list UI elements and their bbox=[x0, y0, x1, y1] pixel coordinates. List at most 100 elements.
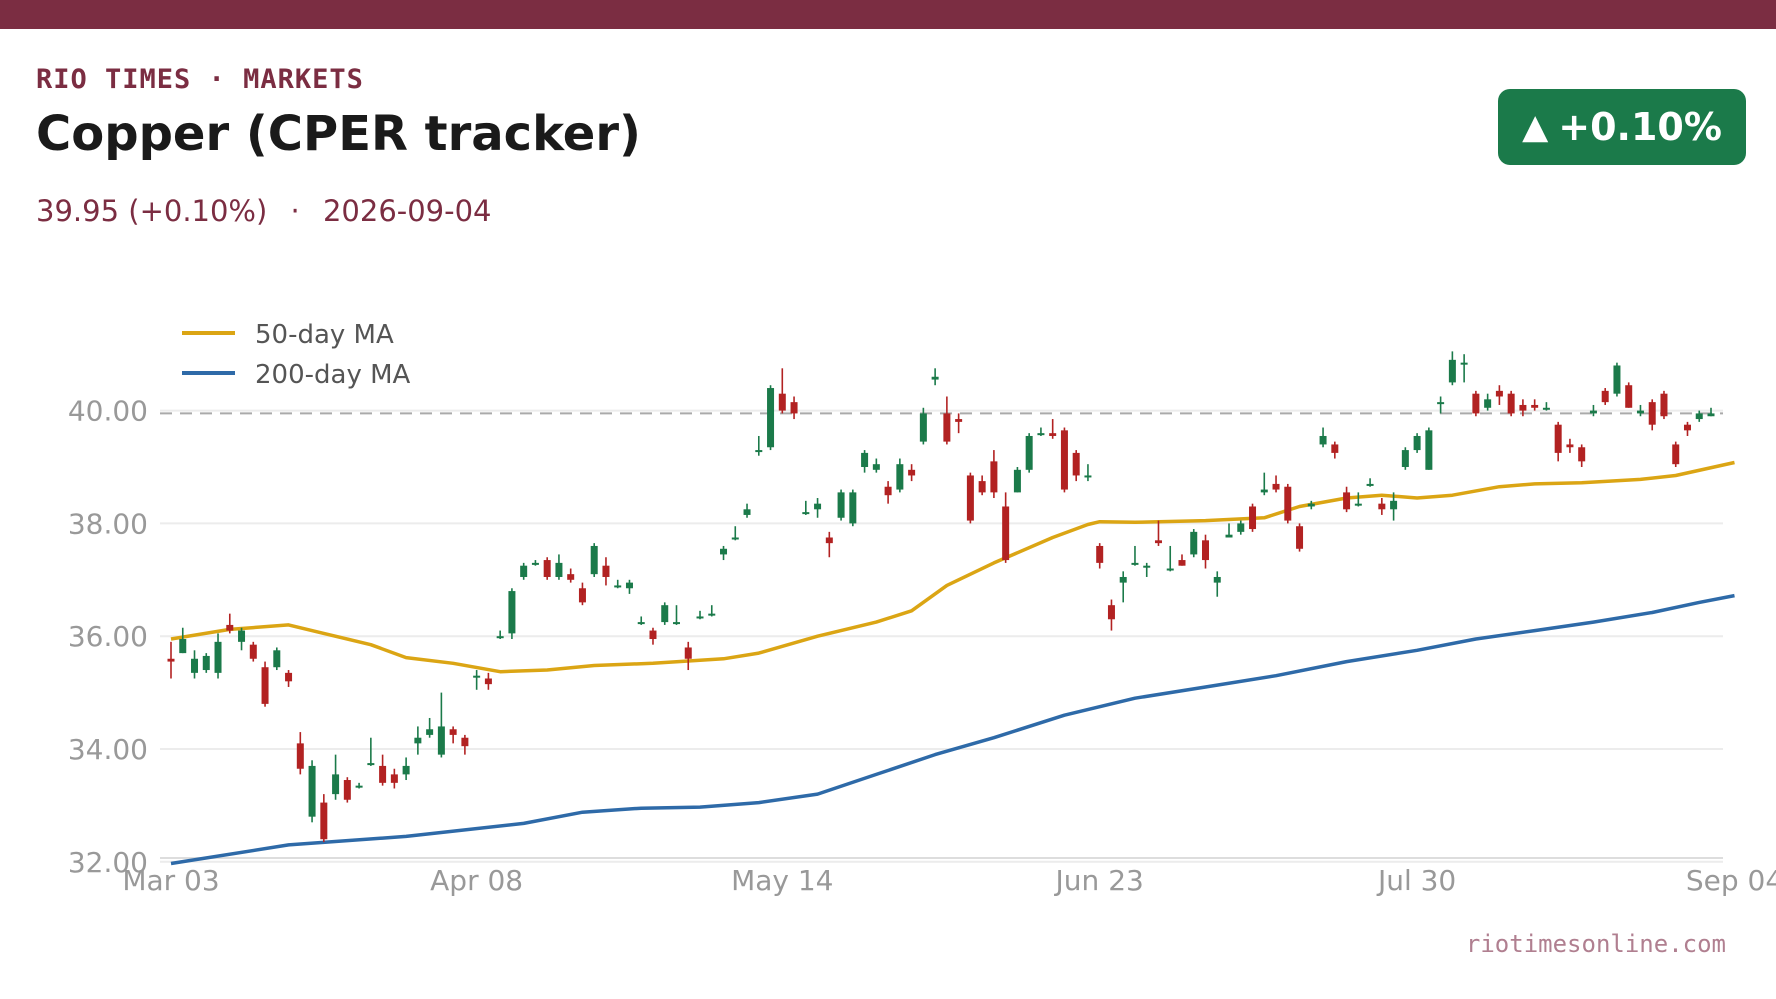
candle-body bbox=[1237, 523, 1245, 532]
candle-body bbox=[426, 729, 434, 735]
candle-body bbox=[672, 622, 680, 625]
candle-body bbox=[402, 765, 410, 775]
candle-body bbox=[1660, 393, 1668, 417]
candle-body bbox=[273, 650, 281, 668]
price-date: 2026-09-04 bbox=[322, 194, 492, 228]
candle-body bbox=[496, 636, 504, 639]
candle-body bbox=[684, 647, 692, 659]
candle-body bbox=[1154, 540, 1162, 544]
candle-body bbox=[296, 743, 304, 769]
candle-body bbox=[790, 402, 798, 414]
candle-body bbox=[484, 678, 492, 685]
candle-body bbox=[473, 675, 481, 678]
candle-body bbox=[1213, 576, 1221, 583]
candle-body bbox=[343, 780, 351, 800]
candle-body bbox=[696, 616, 704, 619]
y-tick-label: 34.00 bbox=[68, 733, 148, 766]
y-tick-label: 36.00 bbox=[68, 620, 148, 653]
candle-body bbox=[1178, 560, 1186, 566]
up-arrow-icon: ▲ bbox=[1522, 107, 1549, 147]
candle-body bbox=[567, 574, 575, 580]
x-tick-label: Apr 08 bbox=[430, 864, 523, 897]
candle-body bbox=[625, 582, 633, 589]
candle-body bbox=[414, 737, 422, 744]
candle-body bbox=[1683, 424, 1691, 431]
candle-body bbox=[1096, 545, 1104, 563]
candle-body bbox=[955, 419, 963, 422]
candle-body bbox=[872, 464, 880, 470]
candle-body bbox=[390, 774, 398, 783]
candle-body bbox=[249, 644, 257, 659]
candle-body bbox=[1307, 503, 1315, 507]
candle-body bbox=[731, 537, 739, 540]
candle-body bbox=[1331, 444, 1339, 453]
candle-body bbox=[1613, 365, 1621, 394]
candle-body bbox=[167, 658, 175, 662]
candle-body bbox=[1589, 410, 1597, 414]
candle-body bbox=[543, 560, 551, 577]
candle-body bbox=[908, 469, 916, 476]
candle-body bbox=[1296, 526, 1304, 549]
candle-body bbox=[1472, 393, 1480, 414]
candle-body bbox=[1343, 492, 1351, 510]
candle-body bbox=[1272, 483, 1280, 490]
legend-label: 50-day MA bbox=[255, 320, 394, 350]
change-badge: ▲ +0.10% bbox=[1498, 89, 1746, 165]
candle-body bbox=[1202, 540, 1210, 561]
candle-body bbox=[943, 413, 951, 442]
candle-body bbox=[1413, 435, 1421, 451]
candle-body bbox=[191, 658, 199, 673]
y-tick-label: 40.00 bbox=[68, 395, 148, 428]
candle-body bbox=[1260, 489, 1268, 493]
subtitle-separator: · bbox=[290, 194, 300, 228]
candle-body bbox=[1190, 531, 1198, 555]
candle-body bbox=[1448, 359, 1456, 383]
ma200-line bbox=[170, 593, 1735, 866]
candle-body bbox=[884, 486, 892, 496]
x-tick-label: Mar 03 bbox=[122, 864, 219, 897]
candle-body bbox=[1225, 534, 1233, 538]
ma50-line bbox=[170, 460, 1735, 674]
candle-body bbox=[285, 672, 293, 682]
candle-body bbox=[355, 785, 363, 788]
candle-body bbox=[1531, 404, 1539, 408]
candle-body bbox=[1672, 444, 1680, 465]
candle-body bbox=[179, 639, 187, 654]
candle-body bbox=[1460, 362, 1468, 365]
candle-body bbox=[308, 765, 316, 817]
x-tick-label: May 14 bbox=[731, 864, 833, 897]
candle-body bbox=[367, 763, 375, 766]
candle-body bbox=[1049, 433, 1057, 436]
change-badge-label: +0.10% bbox=[1558, 105, 1722, 149]
candle-body bbox=[214, 641, 222, 673]
candle-body bbox=[1354, 503, 1362, 506]
candle-body bbox=[520, 565, 528, 577]
candle-body bbox=[1143, 565, 1151, 568]
candle-body bbox=[1166, 568, 1174, 571]
source-credit: riotimesonline.com bbox=[1465, 930, 1726, 958]
candle-body bbox=[461, 737, 469, 747]
candle-body bbox=[1648, 402, 1656, 425]
candle-body bbox=[1507, 393, 1515, 414]
x-tick-label: Jul 30 bbox=[1376, 864, 1456, 897]
y-tick-label: 32.00 bbox=[68, 846, 148, 879]
candle-body bbox=[226, 624, 234, 631]
candle-body bbox=[978, 481, 986, 493]
price-change: (+0.10%) bbox=[128, 194, 268, 228]
candle-body bbox=[661, 605, 669, 623]
candle-body bbox=[590, 545, 598, 575]
candle-body bbox=[1249, 506, 1257, 530]
candle-body bbox=[1636, 410, 1644, 414]
candle-body bbox=[1131, 562, 1139, 565]
candle-body bbox=[531, 562, 539, 565]
price-subtitle: 39.95 (+0.10%) · 2026-09-04 bbox=[36, 194, 492, 228]
candle-body bbox=[649, 630, 657, 640]
candle-body bbox=[320, 802, 328, 840]
candle-body bbox=[1437, 402, 1445, 405]
candle-body bbox=[1578, 447, 1586, 462]
candle-body bbox=[802, 512, 810, 515]
candle-body bbox=[896, 464, 904, 490]
page-title: Copper (CPER tracker) bbox=[36, 106, 641, 162]
candle-body bbox=[1084, 475, 1092, 478]
